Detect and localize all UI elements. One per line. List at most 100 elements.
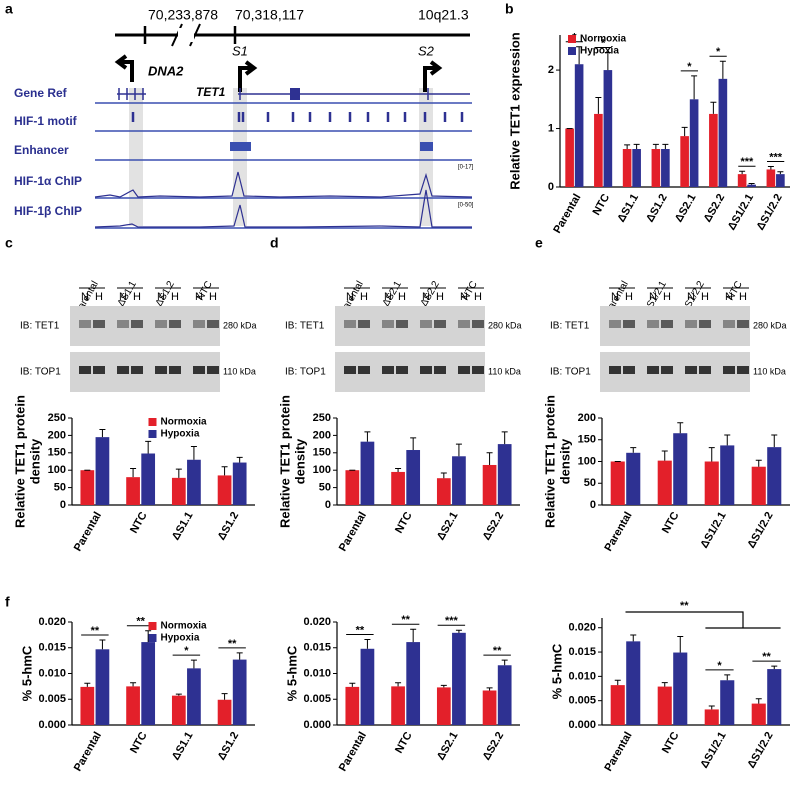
y-tick-label: 150 [48,447,66,459]
x-tick-label: ΔS2.2 [481,730,507,762]
condition-label: N [346,291,354,303]
x-tick-label: Parental [337,510,369,554]
s2-arrow [423,60,443,92]
bar [497,444,512,505]
error-bar [395,467,402,472]
error-bar [677,422,684,434]
legend-swatch [148,418,157,426]
blot-band [458,320,470,328]
chip-signal [94,171,473,198]
error-bar [190,659,197,669]
error-bar [130,682,137,687]
x-tick-label: ΔS1/2.1 [726,192,756,232]
y-axis-label: Relative TET1 expression [507,32,522,190]
bar [80,470,95,505]
error-bar [221,466,228,476]
error-bar [486,687,493,691]
blot-band [117,366,129,374]
y-tick-label: 0.015 [568,646,596,658]
blot-band [434,320,446,328]
significance-label: * [717,660,722,672]
x-tick-label: NTC [591,192,613,218]
error-bar [440,472,447,479]
condition-label: H [398,291,406,303]
track-label: Gene Ref [14,86,68,100]
x-tick-label: ΔS1.1 [615,192,641,224]
blot-band [79,366,91,374]
x-tick-label: ΔS2.1 [673,192,699,224]
blot-band [382,320,394,328]
x-tick-label: Parental [603,730,635,774]
x-tick-label: NTC [128,510,150,536]
error-bar [145,630,152,643]
significance-label: * [184,645,189,657]
blot-band [623,366,635,374]
y-axis-label: density [292,438,307,484]
blot-band [207,366,219,374]
blot-band [344,366,356,374]
y-tick-label: 200 [48,429,66,441]
x-tick-label: ΔS2.2 [481,510,507,542]
error-bar [755,459,762,467]
y-tick-label: 100 [48,464,66,476]
blot-band [699,366,711,374]
condition-label: H [436,291,444,303]
condition-label: N [195,291,203,303]
bar [406,642,421,725]
error-bar [99,428,106,438]
y-axis-label: Relative TET1 protein [12,395,27,528]
bar [497,665,512,725]
highlight [233,88,247,226]
error-bar [724,434,731,446]
condition-label: H [360,291,368,303]
y-tick-label: 0.000 [568,719,596,731]
condition-label: N [384,291,392,303]
blot-band [193,366,205,374]
track-label: Enhancer [14,143,69,157]
significance-label: *** [445,615,459,627]
error-bar [771,434,778,448]
bar [651,149,661,187]
y-axis-label: % 5-hmC [284,645,299,701]
condition-label: H [209,291,217,303]
legend-label: Normoxia [161,417,208,428]
track-label: HIF-1 motif [14,114,78,128]
bar [766,169,776,187]
y-axis-label: % 5-hmC [549,643,564,699]
site-label: S2 [418,43,435,58]
bar [217,699,232,725]
bar [482,690,497,725]
bar [391,471,405,505]
significance-label: * [687,61,692,73]
condition-label: N [611,291,619,303]
legend-label: Normoxia [161,621,208,632]
legend-label: Normoxia [580,34,627,45]
bar [574,64,584,187]
y-axis-label: Relative TET1 protein [542,395,557,528]
bar [737,174,747,187]
error-bar [652,143,659,149]
blot-size: 280 kDa [223,320,257,330]
blot-row-label: IB: TOP1 [285,367,326,378]
track-lines [95,102,472,229]
significance-label: ** [136,616,145,628]
blot-band [661,366,673,374]
blot-band [685,320,697,328]
enhancer [420,142,433,151]
blot-row-label: IB: TET1 [550,321,590,332]
legend-swatch [148,634,157,642]
bar [767,447,782,505]
y-axis-label: density [27,438,42,484]
exon [290,88,300,100]
bar [720,445,735,505]
y-axis-label: density [557,438,572,484]
error-bar [661,450,668,461]
coordinate: 70,233,878 [148,7,218,23]
significance-label: ** [493,645,502,657]
blot-band [358,320,370,328]
panel-label: c [5,235,13,251]
bar [360,648,375,725]
error-bar [595,97,602,114]
x-tick-label: ΔS1/2.2 [754,192,784,232]
